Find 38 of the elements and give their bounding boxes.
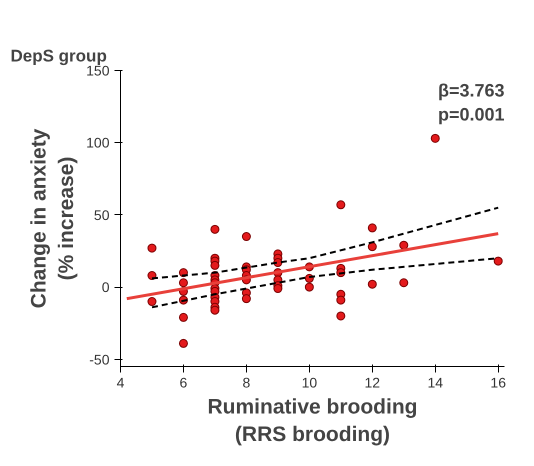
point [336, 200, 346, 210]
point [368, 280, 377, 289]
x-tick-label: 16 [490, 374, 506, 390]
annotation: β=3.763 [438, 80, 505, 100]
y-tick-label: 0 [102, 279, 110, 296]
point [210, 260, 220, 270]
y-tick-label: 100 [86, 134, 110, 151]
point [336, 296, 346, 305]
point [430, 134, 440, 143]
y-tick-label: 50 [94, 206, 110, 223]
point [147, 297, 156, 306]
x-axis-title: Ruminative brooding (RRS brooding) [208, 396, 418, 446]
annotation: p=0.001 [438, 104, 505, 124]
point [178, 312, 188, 322]
point [273, 284, 282, 294]
point [178, 278, 188, 288]
point [336, 311, 346, 320]
x-tick-label: 12 [364, 374, 380, 390]
x-tick-label: 14 [427, 374, 444, 390]
x-tick-label: 4 [116, 374, 125, 390]
x-tick-label: 6 [180, 374, 188, 390]
point [147, 244, 156, 253]
point [210, 306, 220, 315]
point [178, 338, 188, 348]
point [242, 294, 251, 304]
point [304, 282, 314, 292]
point [494, 256, 503, 266]
point [210, 224, 220, 234]
x-tick-label: 10 [302, 374, 318, 390]
y-tick-label: -50 [89, 351, 110, 368]
point [399, 278, 408, 288]
x-tick-label: 8 [242, 374, 251, 390]
point [242, 232, 251, 242]
point [368, 242, 377, 252]
y-axis-title: Change in anxiety (% increase) [28, 128, 78, 308]
point [399, 240, 408, 250]
point [368, 223, 377, 232]
chart-title: DepS group [10, 46, 107, 66]
